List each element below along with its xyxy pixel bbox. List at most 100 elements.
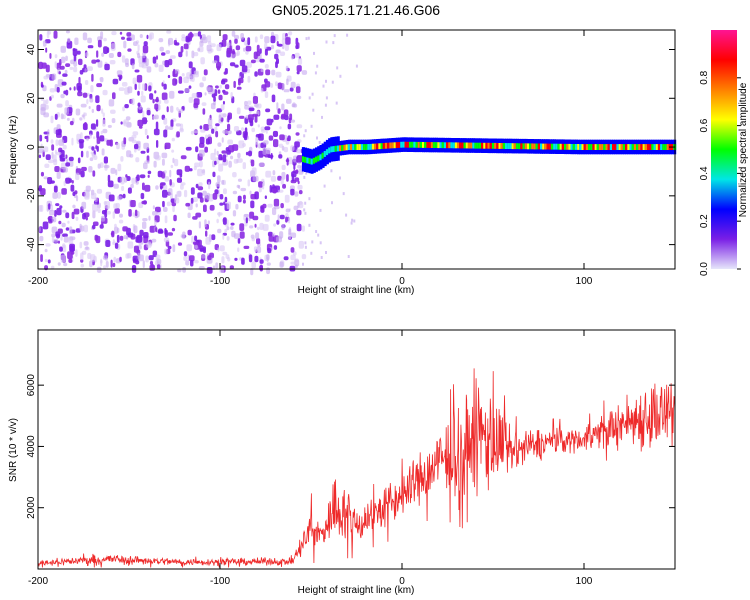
spectrogram-noise-cell	[61, 46, 65, 53]
spectrogram-signal-cell	[553, 143, 557, 150]
spectrogram-noise-cell	[73, 54, 77, 62]
spectrogram-noise-cell	[196, 92, 203, 98]
spectrogram-noise-cell	[350, 221, 353, 225]
spectrogram-noise-cell	[203, 124, 209, 131]
spectrogram-noise-cell	[170, 164, 174, 169]
spectrogram-noise-cell	[89, 157, 94, 162]
spectrogram-noise-cell	[121, 82, 128, 87]
spectrogram-noise-cell	[137, 44, 140, 51]
spectrogram-noise-cell	[139, 34, 143, 39]
spectrogram-signal-cell	[352, 144, 356, 150]
spectrogram-noise-cell	[264, 195, 267, 199]
spectrogram-noise-cell	[54, 149, 57, 155]
spectrogram-noise-cell	[60, 94, 65, 99]
spectrogram-noise-cell	[275, 81, 278, 87]
spectrogram-noise-cell	[100, 31, 104, 40]
spectrogram-noise-cell	[86, 137, 89, 142]
spectrogram-signal-cell	[577, 144, 581, 150]
spectrogram-noise-cell	[237, 195, 242, 203]
spectrogram-noise-cell	[103, 165, 110, 169]
spectrogram-signal-cell	[605, 144, 609, 150]
spectrogram-noise-cell	[163, 207, 168, 212]
spectrogram-noise-cell	[84, 68, 87, 73]
spectrogram-noise-cell	[45, 47, 48, 53]
spectrogram-noise-cell	[281, 164, 286, 171]
spectrogram-noise-cell	[51, 73, 57, 80]
spectrogram-signal-cell	[321, 152, 325, 159]
spectrogram-noise-cell	[254, 36, 258, 43]
colorbar: 0.0 0.2 0.4 0.6 0.8 Normalized spectral ampl…	[699, 30, 749, 276]
spectrogram-noise-cell	[296, 209, 302, 216]
spectrogram-noise-cell	[230, 92, 233, 99]
x-tick-label: 100	[576, 276, 593, 287]
spectrogram-noise-cell	[49, 209, 55, 216]
spectrogram-noise-cell	[249, 190, 252, 195]
spectrogram-noise-cell	[144, 128, 148, 136]
spectrogram-noise-cell	[85, 185, 91, 192]
spectrogram-signal-cell	[647, 144, 650, 150]
spectrogram-noise-cell	[265, 108, 271, 113]
spectrogram-signal-cell	[461, 142, 465, 149]
spectrogram-signal-cell	[485, 142, 489, 149]
spectrogram-noise-cell	[135, 157, 140, 163]
spectrogram-noise-cell	[81, 166, 87, 172]
x-tick-label: 100	[576, 576, 593, 587]
spectrogram-noise-cell	[216, 44, 222, 52]
spectrogram-noise-cell	[169, 169, 172, 178]
spectrogram-noise-cell	[68, 156, 74, 162]
spectrogram-noise-cell	[304, 245, 307, 249]
spectrogram-noise-cell	[51, 144, 55, 151]
spectrogram-noise-cell	[65, 63, 71, 67]
spectrogram-noise-cell	[332, 41, 335, 45]
spectrogram-noise-cell	[167, 245, 172, 250]
spectrogram-noise-cell	[280, 178, 284, 185]
spectrogram-noise-cell	[226, 226, 230, 231]
spectrogram-noise-cell	[313, 51, 315, 55]
spectrogram-noise-cell	[252, 175, 259, 182]
spectrogram-noise-cell	[116, 70, 123, 76]
spectrogram-noise-cell	[125, 62, 129, 68]
x-tick-label: 0	[399, 276, 405, 287]
y-tick-label: 0	[26, 144, 37, 150]
spectrogram-noise-cell	[176, 177, 182, 183]
snr-plot-area	[38, 330, 675, 569]
spectrogram-noise-cell	[245, 151, 249, 156]
spectrogram-noise-cell	[203, 69, 208, 76]
spectrogram-noise-cell	[80, 263, 85, 268]
spectrogram-noise-cell	[199, 149, 205, 157]
spectrogram-noise-cell	[142, 119, 148, 123]
spectrogram-noise-cell	[50, 115, 54, 124]
spectrogram-noise-cell	[78, 76, 81, 85]
spectrogram-noise-cell	[210, 43, 216, 48]
spectrogram-noise-cell	[142, 218, 148, 222]
spectrogram-noise-cell	[220, 104, 225, 111]
spectrogram-noise-cell	[148, 255, 154, 261]
spectrogram-noise-cell	[112, 78, 119, 85]
spectrogram-noise-cell	[265, 170, 272, 178]
spectrogram-noise-cell	[159, 46, 164, 52]
spectrogram-signal-cell	[417, 141, 421, 148]
spectrogram-signal-cell	[548, 143, 552, 150]
spectrogram-signal-cell	[579, 144, 583, 150]
spectrogram-noise-cell	[77, 157, 81, 164]
spectrogram-noise-cell	[141, 90, 144, 96]
spectrogram-noise-cell	[91, 146, 95, 151]
spectrogram-noise-cell	[250, 268, 254, 276]
spectrogram-noise-cell	[112, 239, 115, 244]
spectrogram-signal-cell	[607, 144, 611, 150]
spectrogram-noise-cell	[294, 52, 300, 58]
spectrogram-noise-cell	[180, 46, 184, 53]
spectrogram-noise-cell	[134, 83, 137, 90]
spectrogram-noise-cell	[111, 31, 117, 36]
spectrogram-noise-cell	[265, 130, 268, 134]
spectrogram-noise-cell	[92, 224, 96, 230]
spectrogram-noise-cell	[237, 247, 240, 252]
spectrogram-noise-cell	[264, 91, 269, 98]
spectrogram-noise-cell	[236, 86, 242, 90]
spectrogram-noise-cell	[185, 260, 190, 266]
spectrogram-noise-cell	[51, 236, 55, 243]
spectrogram-noise-cell	[152, 211, 158, 216]
spectrogram-noise-cell	[40, 84, 44, 88]
spectrogram-noise-cell	[211, 128, 215, 134]
spectrogram-noise-cell	[88, 106, 91, 110]
